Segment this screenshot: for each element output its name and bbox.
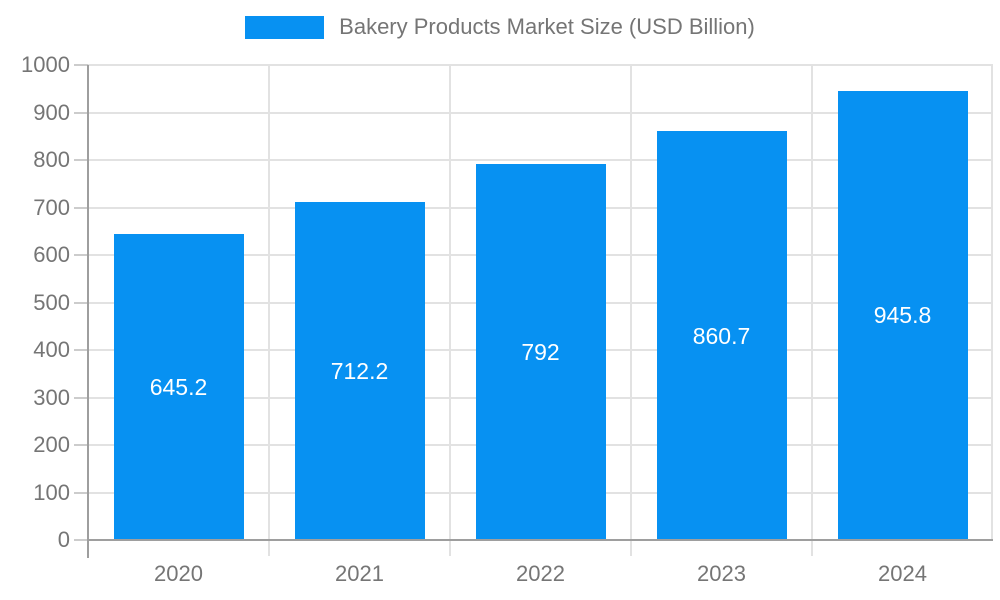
y-tick <box>74 64 88 66</box>
x-gridline <box>811 65 813 540</box>
bar-value-label: 792 <box>521 338 560 365</box>
y-axis-line <box>87 65 89 558</box>
bar-2024 <box>837 90 968 539</box>
bar-2023 <box>656 131 787 539</box>
x-gridline <box>630 65 632 540</box>
y-gridline <box>88 111 993 114</box>
y-tick-label: 400 <box>33 337 70 362</box>
legend: Bakery Products Market Size (USD Billion… <box>0 14 1000 40</box>
legend-label: Bakery Products Market Size (USD Billion… <box>339 14 755 39</box>
y-tick <box>74 491 88 494</box>
y-gridline <box>88 64 993 66</box>
y-tick <box>74 444 88 446</box>
y-tick <box>74 301 88 304</box>
y-tick <box>74 111 88 114</box>
x-tick <box>811 540 813 556</box>
y-tick <box>74 349 88 351</box>
x-tick <box>630 540 632 556</box>
bar-value-label: 645.2 <box>149 373 208 400</box>
legend-swatch <box>245 15 325 39</box>
y-tick-label: 500 <box>33 289 70 315</box>
y-tick-label: 1000 <box>21 52 70 77</box>
x-axis-label: 2020 <box>154 561 203 586</box>
x-axis-label: 2024 <box>878 561 927 586</box>
y-tick-label: 200 <box>33 432 70 457</box>
bar-value-label: 712.2 <box>330 357 389 384</box>
x-tick <box>449 540 451 556</box>
bar-2021 <box>294 201 425 539</box>
y-tick-label: 600 <box>33 242 70 267</box>
x-axis-label: 2022 <box>516 561 565 586</box>
y-tick <box>74 206 88 209</box>
x-axis-line <box>88 539 993 541</box>
bar-value-label: 945.8 <box>873 302 932 329</box>
y-tick-label: 900 <box>33 99 70 125</box>
y-tick-label: 0 <box>57 527 70 552</box>
x-gridline <box>268 65 270 540</box>
bar-value-label: 860.7 <box>692 322 751 349</box>
bar-2022 <box>475 163 606 539</box>
y-gridline <box>88 159 993 161</box>
x-tick <box>268 540 270 556</box>
x-gridline <box>449 65 451 540</box>
x-axis-label: 2023 <box>697 561 746 586</box>
y-tick <box>74 254 88 256</box>
y-tick-label: 100 <box>33 479 70 505</box>
y-tick <box>74 539 88 541</box>
y-tick <box>74 396 88 399</box>
plot-right-border <box>991 65 993 540</box>
y-tick-label: 300 <box>33 384 70 410</box>
y-tick-label: 700 <box>33 194 70 220</box>
bar-2020 <box>113 233 244 539</box>
x-axis-label: 2021 <box>335 561 384 586</box>
y-tick-label: 800 <box>33 147 70 172</box>
y-tick <box>74 159 88 161</box>
